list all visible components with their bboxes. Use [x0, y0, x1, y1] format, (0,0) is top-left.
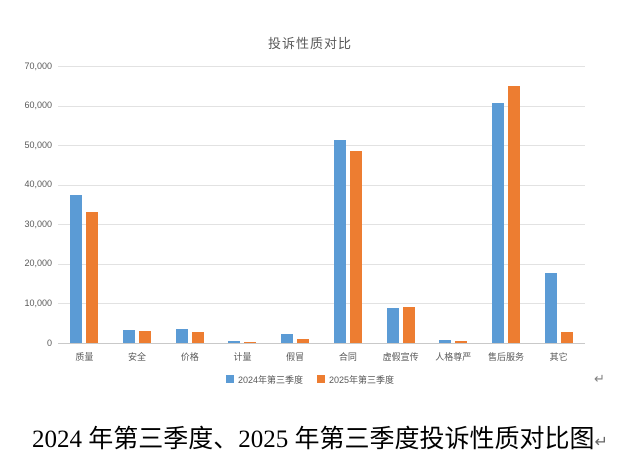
bar[interactable] — [560, 331, 573, 343]
bar[interactable] — [349, 151, 362, 343]
x-axis-line — [58, 343, 585, 344]
paragraph-return-icon: ↵ — [594, 371, 605, 386]
category-group-9 — [480, 66, 533, 343]
x-category-label: 人格尊严 — [435, 352, 472, 362]
y-tick-label: 0 — [46, 337, 52, 348]
category-group-2 — [111, 66, 164, 343]
y-tick-label: 30,000 — [24, 218, 52, 229]
category-group-10 — [532, 66, 585, 343]
category-group-3 — [163, 66, 216, 343]
y-tick-label: 40,000 — [24, 179, 52, 190]
x-category-label: 质量 — [75, 352, 94, 362]
legend-item[interactable]: 2025年第三季度 — [317, 373, 394, 386]
bar[interactable] — [386, 307, 399, 343]
plot-area — [58, 66, 585, 344]
bar[interactable] — [175, 328, 188, 343]
x-category-label: 价格 — [180, 352, 199, 362]
y-tick-label: 50,000 — [24, 139, 52, 150]
chart-legend: 2024年第三季度 2025年第三季度 — [0, 372, 620, 386]
bar[interactable] — [191, 332, 204, 343]
y-tick-label: 70,000 — [24, 60, 52, 71]
bar[interactable] — [228, 340, 241, 343]
chart-title: 投诉性质对比 — [267, 36, 352, 51]
y-tick-label: 10,000 — [24, 297, 52, 308]
bar[interactable] — [507, 86, 520, 343]
x-category-label: 计量 — [233, 352, 252, 362]
category-group-6 — [322, 66, 375, 343]
legend-item[interactable]: 2024年第三季度 — [225, 373, 303, 386]
y-tick-label: 60,000 — [24, 100, 52, 111]
category-group-8 — [427, 66, 480, 343]
legend-label: 2025年第三季度 — [329, 374, 395, 385]
x-category-label: 虚假宣传 — [382, 352, 419, 362]
x-category-label: 假冒 — [286, 352, 305, 362]
paragraph-return-icon: ↵ — [594, 434, 608, 451]
legend-label: 2024年第三季度 — [237, 374, 303, 385]
bar[interactable] — [402, 306, 415, 343]
gridline — [58, 263, 585, 265]
bar[interactable] — [86, 211, 99, 343]
bar[interactable] — [439, 340, 452, 343]
bar[interactable] — [455, 340, 468, 343]
gridline — [58, 224, 585, 226]
x-category-label: 售后服务 — [487, 352, 524, 362]
bar[interactable] — [123, 330, 136, 343]
category-group-1 — [58, 66, 111, 343]
legend-swatch-icon — [225, 375, 234, 383]
y-axis-labels: 0 10,000 20,000 30,000 40,000 50,000 60,000 70,… — [0, 61, 52, 348]
bar[interactable] — [544, 272, 557, 343]
bar[interactable] — [491, 102, 504, 343]
gridline — [58, 66, 585, 67]
x-category-label: 安全 — [128, 352, 147, 362]
legend-swatch-icon — [317, 375, 325, 383]
bar[interactable] — [70, 194, 83, 343]
gridline — [58, 303, 585, 305]
category-group-5 — [269, 66, 322, 343]
x-axis-labels: 质量 安全 价格 计量 假冒 合同 虚假宣传 人格尊严 售后服务 其它 — [58, 350, 585, 363]
gridline — [58, 184, 585, 186]
category-group-4 — [216, 66, 269, 343]
bar[interactable] — [281, 334, 294, 343]
y-tick-label: 20,000 — [24, 258, 52, 269]
bar[interactable] — [333, 140, 346, 343]
x-category-label: 合同 — [338, 352, 357, 362]
bar[interactable] — [139, 330, 152, 343]
gridline — [58, 105, 585, 107]
x-category-label: 其它 — [549, 352, 568, 362]
bar[interactable] — [297, 338, 310, 343]
figure-caption-text: 2024 年第三季度、2025 年第三季度投诉性质对比图 — [32, 426, 595, 453]
bar[interactable] — [244, 341, 257, 343]
category-group-7 — [374, 66, 427, 343]
figure-caption: 2024 年第三季度、2025 年第三季度投诉性质对比图↵ — [0, 419, 640, 455]
gridline — [58, 145, 585, 147]
bar-groups — [58, 66, 585, 343]
